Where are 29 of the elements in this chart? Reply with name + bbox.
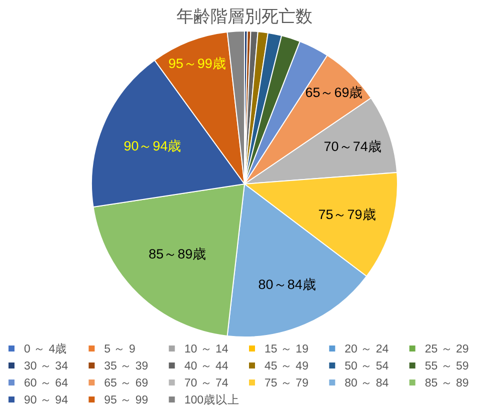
legend-label: 5 ～ 9 <box>104 344 136 356</box>
title: 年齢階層別死亡数 <box>176 7 312 26</box>
slice-label: 65～69歳 <box>305 85 364 100</box>
legend-label: 10 ～ 14 <box>184 344 229 356</box>
legend-label: 70 ～ 74 <box>184 378 229 390</box>
slice-label: 70～74歳 <box>324 139 382 154</box>
slice-label: 95～99歳 <box>168 56 226 71</box>
legend-label: 100歳以上 <box>184 394 240 406</box>
legend-label: 80 ～ 84 <box>344 378 390 390</box>
legend-label: 95 ～ 99 <box>104 394 148 406</box>
legend-label: 75 ～ 79 <box>264 378 308 390</box>
legend-label: 15 ～ 19 <box>264 344 308 356</box>
slice-label: 90～94歳 <box>124 138 182 154</box>
legend-label: 90 ～ 94 <box>24 394 69 406</box>
legend-label: 20 ～ 24 <box>344 344 390 356</box>
legend-label: 65 ～ 69 <box>104 378 148 390</box>
legend-label: 30 ～ 34 <box>24 360 69 372</box>
slice-label: 80～84歳 <box>258 276 316 292</box>
legend-label: 25 ～ 29 <box>424 344 469 356</box>
legend-label: 85 ～ 89 <box>424 378 469 390</box>
legend-label: 45 ～ 49 <box>264 360 308 372</box>
legend-label: 60 ～ 64 <box>24 378 69 390</box>
legend-label: 55 ～ 59 <box>424 360 469 372</box>
legend-label: 50 ～ 54 <box>344 360 390 372</box>
legend-label: 35 ～ 39 <box>104 360 148 372</box>
slice-label: 75～79歳 <box>318 207 376 222</box>
slice-label: 85～89歳 <box>148 246 207 262</box>
legend-label: 40 ～ 44 <box>184 360 229 372</box>
legend-label: 0 ～ 4歳 <box>24 342 68 356</box>
